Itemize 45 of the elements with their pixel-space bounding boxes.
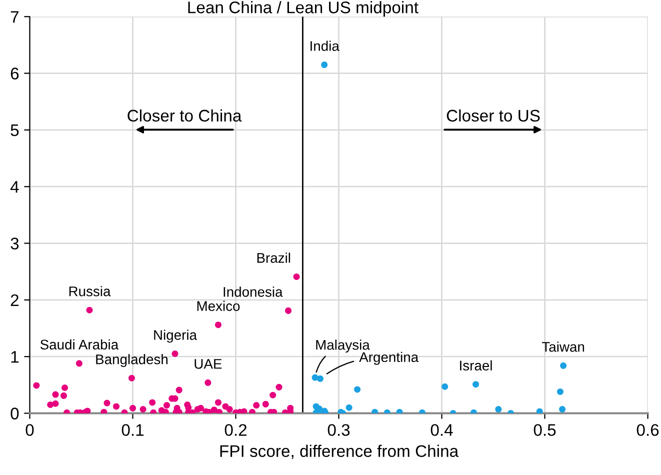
- y-tick-label: 7: [10, 11, 18, 23]
- annotation: Indonesia: [224, 286, 283, 297]
- x-axis-title: FPI score, difference from China: [220, 444, 459, 459]
- point: [560, 362, 567, 369]
- annotation: Closer to US: [446, 109, 540, 122]
- annotation: India: [310, 40, 340, 51]
- annotation: Mexico: [197, 300, 240, 312]
- annotation: Nigeria: [154, 330, 197, 343]
- point: [316, 375, 324, 382]
- y-tick-label: 0: [10, 408, 19, 420]
- x-tick-label: 0.3: [328, 424, 350, 436]
- point: [372, 408, 378, 414]
- x-tick-label: 0.6: [636, 424, 659, 436]
- y-tick-label: 1: [11, 351, 19, 363]
- point: [495, 406, 502, 413]
- point: [321, 62, 328, 68]
- y-tick-label: 6: [10, 68, 19, 80]
- annotation: Closer to China: [128, 109, 242, 122]
- y-tick-label: 3: [10, 238, 19, 250]
- point: [472, 381, 480, 388]
- annotation: Russia: [69, 286, 111, 296]
- x-tick-label: 0.2: [224, 424, 247, 436]
- y-tick-label: 5: [10, 124, 19, 136]
- x-tick-label: 0: [26, 424, 34, 436]
- x-tick-label: 0.5: [534, 424, 556, 436]
- annotation: Israel: [460, 360, 492, 370]
- point: [442, 383, 448, 390]
- annotation: Brazil: [257, 252, 290, 263]
- point: [396, 408, 403, 414]
- y-tick-label: 4: [10, 181, 19, 193]
- point: [536, 408, 543, 414]
- annotation: UAE: [194, 359, 222, 369]
- point: [556, 388, 564, 395]
- annotation: Bangladesh: [96, 354, 168, 368]
- point: [559, 406, 566, 413]
- x-tick-label: 0.4: [430, 424, 453, 436]
- annotation: Saudi Arabia: [40, 339, 119, 350]
- point: [346, 404, 352, 411]
- ref-line-label: Lean China / Lean US midpoint: [188, 1, 418, 17]
- annotation: Taiwan: [542, 342, 584, 352]
- annotation: Argentina: [359, 352, 419, 365]
- x-tick-label: 0.1: [122, 424, 144, 436]
- annotation: Malaysia: [316, 340, 370, 353]
- y-tick-label: 2: [10, 294, 18, 306]
- point: [354, 386, 361, 393]
